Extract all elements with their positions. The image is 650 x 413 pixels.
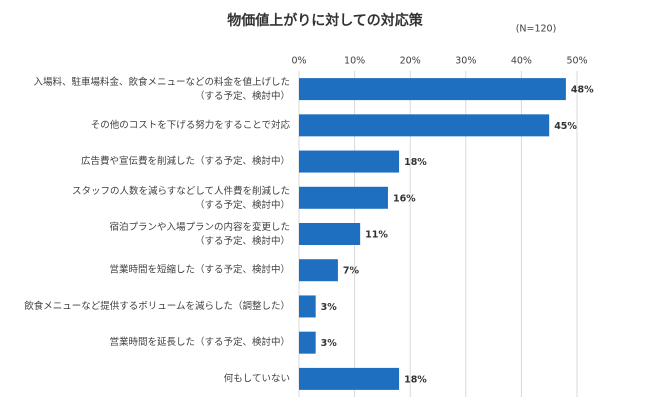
value-label: 3%	[321, 302, 338, 313]
chart-title: 物価値上がりに対しての対応策	[227, 12, 424, 29]
value-label: 45%	[554, 121, 577, 132]
value-label: 16%	[393, 193, 416, 204]
value-label: 7%	[343, 266, 360, 277]
y-tick-label: スタッフの人数を減らすなどして人件費を削減した（する予定、検討中）	[72, 184, 290, 210]
bar	[299, 150, 400, 173]
y-tick-label: 営業時間を短縮した（する予定、検討中）	[109, 264, 290, 276]
y-tick-label: 何もしていない	[224, 372, 290, 384]
x-tick-label: 10%	[344, 56, 365, 67]
bar	[299, 223, 361, 245]
value-label: 48%	[571, 85, 594, 96]
y-tick-label: 入場料、駐車場料金、飲食メニューなどの料金を値上げした（する予定、検討中）	[33, 76, 290, 102]
x-tick-label: 30%	[455, 56, 476, 67]
bar	[299, 259, 338, 282]
value-label: 3%	[321, 338, 338, 349]
bar	[299, 367, 400, 390]
x-tick-label: 40%	[511, 56, 532, 67]
y-tick-label: 広告費や宣伝費を削減した（する予定、検討中）	[81, 155, 290, 167]
value-label: 18%	[404, 157, 427, 168]
bar	[299, 295, 316, 318]
value-label: 18%	[404, 374, 427, 385]
bar	[299, 331, 316, 354]
bar	[299, 78, 566, 101]
bar	[299, 114, 550, 137]
y-tick-label: 営業時間を延長した（する予定、検討中）	[109, 336, 290, 348]
y-tick-label: その他のコストを下げる努力をすることで対応	[91, 119, 291, 131]
value-label: 11%	[365, 230, 388, 241]
y-tick-label: 宿泊プランや入場プランの内容を変更した（する予定、検討中）	[109, 221, 290, 247]
bar	[299, 186, 388, 209]
y-tick-label: 飲食メニューなど提供するボリュームを減らした（調整した）	[24, 300, 290, 312]
chart-subtitle: (N=120)	[516, 24, 557, 35]
x-tick-label: 20%	[400, 56, 421, 67]
x-tick-label: 50%	[566, 56, 587, 67]
x-tick-label: 0%	[291, 56, 306, 67]
